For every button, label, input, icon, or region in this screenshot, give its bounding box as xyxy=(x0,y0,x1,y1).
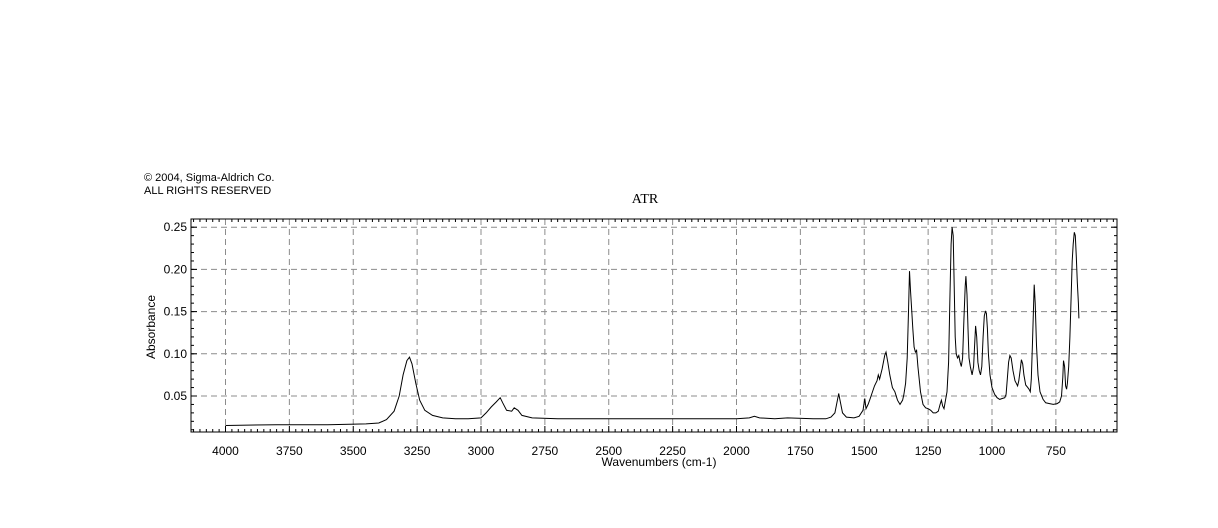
y-tick-label: 0.20 xyxy=(164,262,188,276)
y-tick-label: 0.25 xyxy=(164,220,188,234)
x-tick-label: 2500 xyxy=(595,444,622,458)
x-tick-label: 3000 xyxy=(468,444,495,458)
x-tick-label: 750 xyxy=(1046,444,1066,458)
x-tick-label: 3250 xyxy=(404,444,431,458)
y-tick-labels: 0.05 0.10 0.15 0.20 0.25 xyxy=(164,220,188,403)
y-tick-label: 0.10 xyxy=(164,347,188,361)
x-axis-label: Wavenumbers (cm-1) xyxy=(602,455,717,469)
x-tick-label: 1750 xyxy=(787,444,814,458)
major-ticks xyxy=(191,226,1117,432)
copyright-line-1: © 2004, Sigma-Aldrich Co. xyxy=(144,172,275,184)
x-tick-label: 3500 xyxy=(340,444,367,458)
minor-ticks xyxy=(191,219,1117,432)
x-tick-label: 2000 xyxy=(723,444,750,458)
x-tick-label: 1000 xyxy=(979,444,1006,458)
spectrum-line xyxy=(225,227,1080,426)
copyright-notice: © 2004, Sigma-Aldrich Co. ALL RIGHTS RES… xyxy=(144,172,274,197)
x-tick-label: 2750 xyxy=(532,444,559,458)
x-tick-labels: 4000 3750 3500 3250 3000 2750 2500 2250 2000 1750… xyxy=(212,444,1066,458)
x-tick-label: 4000 xyxy=(212,444,239,458)
plot-frame xyxy=(190,218,1118,433)
x-tick-label: 2250 xyxy=(659,444,686,458)
x-tick-label: 3750 xyxy=(276,444,303,458)
y-tick-label: 0.05 xyxy=(164,389,188,403)
chart-title: ATR xyxy=(632,192,659,207)
x-tick-label: 1250 xyxy=(915,444,942,458)
y-tick-label: 0.15 xyxy=(164,305,188,319)
copyright-line-2: ALL RIGHTS RESERVED xyxy=(144,184,272,197)
grid-lines xyxy=(191,219,1117,432)
y-axis-label: Absorbance xyxy=(144,295,158,359)
x-tick-label: 1500 xyxy=(851,444,878,458)
